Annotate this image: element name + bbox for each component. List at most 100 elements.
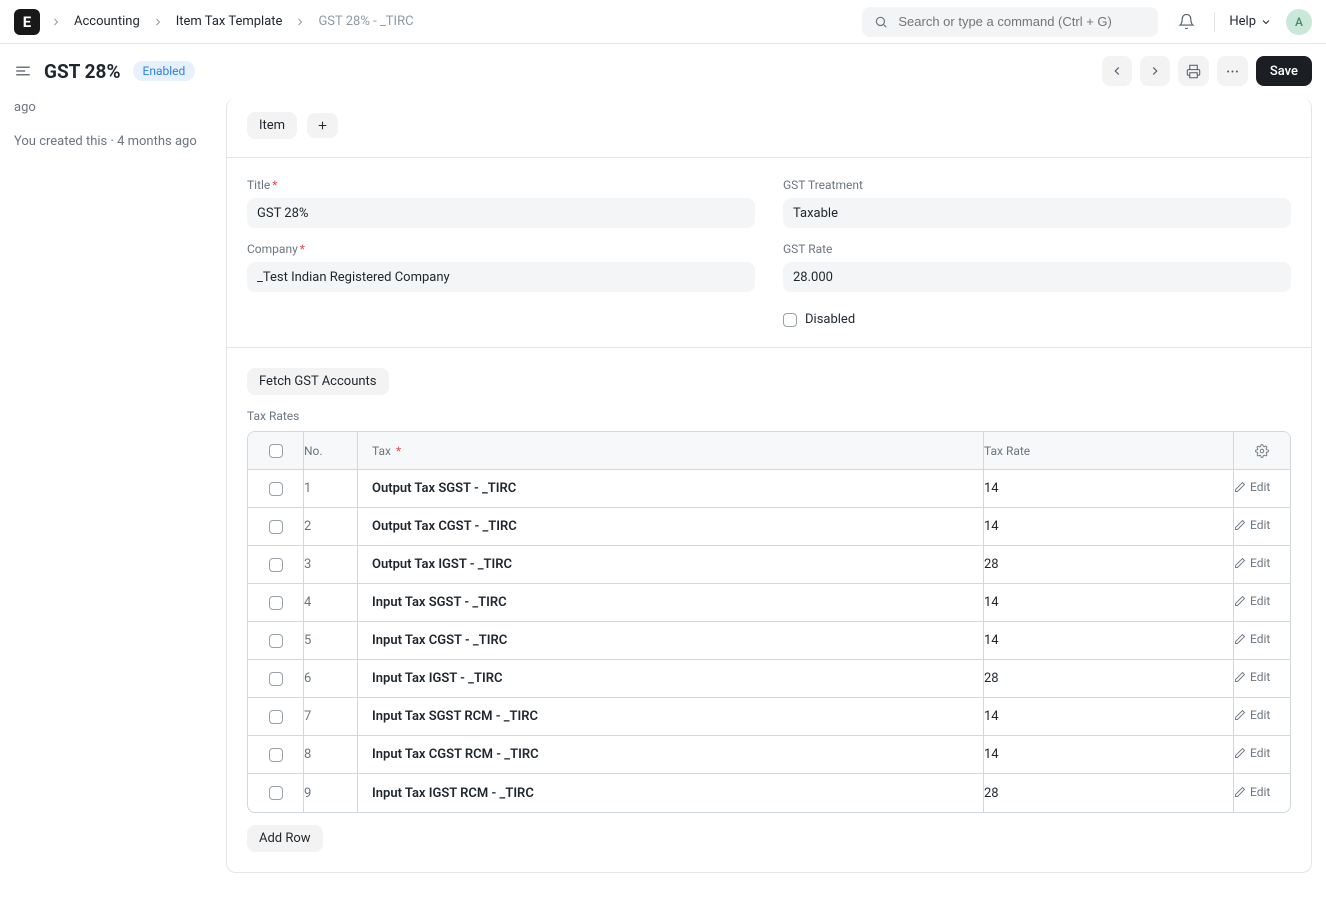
pencil-icon (1234, 747, 1246, 759)
col-header-rate: Tax Rate (984, 432, 1234, 470)
tax-rates-label: Tax Rates (247, 409, 1291, 423)
row-edit-button[interactable]: Edit (1234, 518, 1270, 532)
gst-treatment-select[interactable]: Taxable (783, 198, 1291, 228)
app-logo-letter: E (23, 13, 31, 31)
pencil-icon (1234, 671, 1246, 683)
page-header: GST 28% Enabled Save (0, 44, 1326, 98)
row-tax-name: Input Tax IGST RCM - _TIRC (372, 786, 534, 801)
row-checkbox[interactable] (269, 520, 283, 534)
row-tax-name: Input Tax CGST - _TIRC (372, 633, 507, 648)
table-row[interactable]: 7 Input Tax SGST RCM - _TIRC 14 Edit (248, 698, 1290, 736)
notifications-button[interactable] (1172, 8, 1200, 36)
row-edit-label: Edit (1250, 746, 1270, 760)
field-gst-rate-label: GST Rate (783, 242, 1291, 256)
row-tax-name: Input Tax IGST - _TIRC (372, 671, 502, 686)
add-row-button[interactable]: Add Row (247, 825, 323, 852)
table-row[interactable]: 6 Input Tax IGST - _TIRC 28 Edit (248, 660, 1290, 698)
save-button[interactable]: Save (1256, 56, 1312, 86)
field-gst-treatment-label: GST Treatment (783, 178, 1291, 192)
fetch-gst-accounts-button[interactable]: Fetch GST Accounts (247, 368, 389, 395)
col-header-no: No. (304, 432, 358, 470)
row-tax-name: Output Tax IGST - _TIRC (372, 557, 512, 572)
row-tax-rate: 14 (984, 622, 1234, 660)
dots-horizontal-icon (1225, 64, 1240, 79)
global-search[interactable] (862, 7, 1158, 37)
save-button-label: Save (1270, 64, 1298, 79)
search-icon (874, 15, 888, 29)
nav-separator (1214, 12, 1215, 32)
table-row[interactable]: 5 Input Tax CGST - _TIRC 14 Edit (248, 622, 1290, 660)
chevron-down-icon (1260, 16, 1272, 28)
table-row[interactable]: 8 Input Tax CGST RCM - _TIRC 14 Edit (248, 736, 1290, 774)
pencil-icon (1234, 786, 1246, 798)
pencil-icon (1234, 481, 1246, 493)
row-edit-button[interactable]: Edit (1234, 480, 1270, 494)
row-edit-button[interactable]: Edit (1234, 670, 1270, 684)
gst-rate-input[interactable]: 28.000 (783, 262, 1291, 292)
company-input[interactable]: _Test Indian Registered Company (247, 262, 755, 292)
tab-item[interactable]: Item (247, 112, 297, 139)
row-checkbox[interactable] (269, 748, 283, 762)
pencil-icon (1234, 519, 1246, 531)
row-tax-name: Output Tax CGST - _TIRC (372, 519, 517, 534)
row-tax-name: Input Tax CGST RCM - _TIRC (372, 747, 539, 762)
breadcrumb-current: GST 28% - _TIRC (316, 10, 415, 33)
row-edit-button[interactable]: Edit (1234, 556, 1270, 570)
row-edit-button[interactable]: Edit (1234, 785, 1270, 799)
row-tax-rate: 28 (984, 660, 1234, 698)
breadcrumb-accounting[interactable]: Accounting (72, 10, 142, 33)
select-all-checkbox[interactable] (269, 444, 283, 458)
sidebar-toggle[interactable] (14, 62, 32, 80)
help-menu[interactable]: Help (1229, 14, 1272, 29)
title-input[interactable]: GST 28% (247, 198, 755, 228)
gear-icon (1255, 444, 1269, 458)
row-edit-button[interactable]: Edit (1234, 746, 1270, 760)
chevron-left-icon (1110, 64, 1124, 78)
more-actions-button[interactable] (1217, 56, 1248, 86)
row-tax-rate: 14 (984, 508, 1234, 546)
chevron-right-icon (152, 16, 164, 28)
next-record-button[interactable] (1140, 56, 1170, 86)
table-row[interactable]: 2 Output Tax CGST - _TIRC 14 Edit (248, 508, 1290, 546)
help-label: Help (1229, 14, 1256, 29)
table-row[interactable]: 3 Output Tax IGST - _TIRC 28 Edit (248, 546, 1290, 584)
top-navbar: E Accounting Item Tax Template GST 28% -… (0, 0, 1326, 44)
row-tax-name: Input Tax SGST - _TIRC (372, 595, 507, 610)
row-tax-rate: 14 (984, 736, 1234, 774)
user-avatar[interactable]: A (1286, 9, 1312, 35)
row-checkbox[interactable] (269, 558, 283, 572)
row-edit-button[interactable]: Edit (1234, 632, 1270, 646)
row-no: 7 (304, 698, 358, 736)
app-logo[interactable]: E (14, 9, 40, 35)
pencil-icon (1234, 595, 1246, 607)
disabled-checkbox[interactable]: Disabled (783, 312, 1291, 327)
add-tab-button[interactable] (307, 113, 338, 138)
row-edit-label: Edit (1250, 632, 1270, 646)
field-gst-rate: GST Rate 28.000 (783, 242, 1291, 292)
activity-line: You created this · 4 months ago (14, 132, 212, 152)
row-checkbox[interactable] (269, 672, 283, 686)
row-tax-name: Output Tax SGST - _TIRC (372, 481, 516, 496)
row-checkbox[interactable] (269, 596, 283, 610)
table-row[interactable]: 1 Output Tax SGST - _TIRC 14 Edit (248, 470, 1290, 508)
row-checkbox[interactable] (269, 786, 283, 800)
row-no: 2 (304, 508, 358, 546)
breadcrumb-item-tax-template[interactable]: Item Tax Template (174, 10, 285, 33)
row-edit-button[interactable]: Edit (1234, 594, 1270, 608)
print-button[interactable] (1178, 56, 1209, 86)
tax-rates-table: No. Tax * Tax Rate (247, 431, 1291, 813)
row-no: 4 (304, 584, 358, 622)
table-row[interactable]: 4 Input Tax SGST - _TIRC 14 Edit (248, 584, 1290, 622)
global-search-input[interactable] (896, 13, 1146, 30)
row-checkbox[interactable] (269, 634, 283, 648)
row-checkbox[interactable] (269, 482, 283, 496)
row-edit-label: Edit (1250, 670, 1270, 684)
prev-record-button[interactable] (1102, 56, 1132, 86)
bell-icon (1178, 13, 1195, 30)
row-edit-label: Edit (1250, 480, 1270, 494)
table-settings-button[interactable] (1234, 444, 1290, 458)
field-company-label: Company* (247, 242, 755, 256)
row-checkbox[interactable] (269, 710, 283, 724)
table-row[interactable]: 9 Input Tax IGST RCM - _TIRC 28 Edit (248, 774, 1290, 812)
row-edit-button[interactable]: Edit (1234, 708, 1270, 722)
